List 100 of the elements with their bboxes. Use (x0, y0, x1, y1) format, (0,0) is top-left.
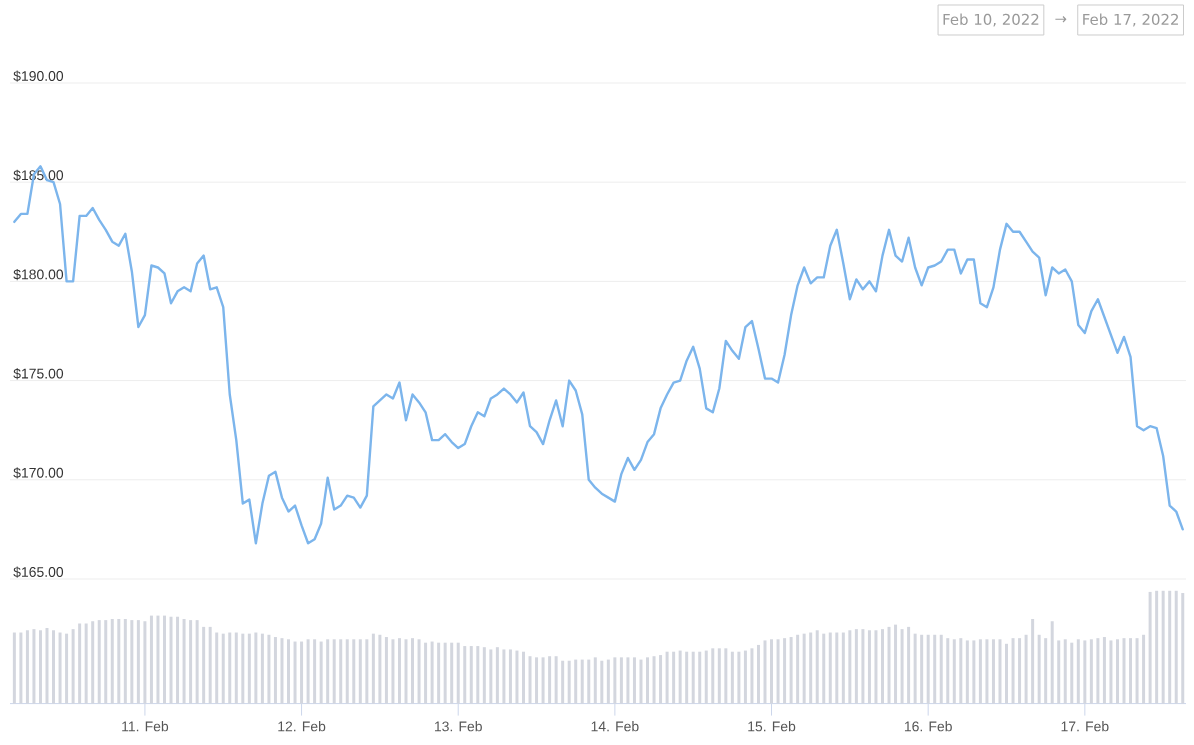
bar (770, 639, 774, 704)
bar (502, 649, 506, 704)
bar (593, 657, 597, 704)
bar (306, 639, 310, 704)
bar (1142, 634, 1146, 704)
y-tick-label: $165.00 (13, 566, 64, 578)
bar (319, 641, 323, 704)
bar (208, 626, 212, 704)
bar (887, 626, 891, 704)
bar (561, 660, 565, 704)
bar (521, 651, 525, 704)
bar (430, 641, 434, 704)
text: → (1055, 16, 1067, 23)
bar (672, 651, 676, 704)
text: Feb 17, 2022 (1083, 13, 1178, 27)
bar (724, 648, 728, 704)
bar (854, 629, 858, 704)
bar (456, 642, 460, 704)
bar (313, 639, 317, 704)
bar (19, 632, 23, 704)
bar (404, 639, 408, 704)
bar (326, 639, 330, 704)
bar (254, 632, 258, 704)
bar (365, 639, 369, 704)
bar (345, 639, 349, 704)
bar (300, 641, 304, 704)
bar (900, 629, 904, 704)
bar (287, 639, 291, 704)
bar (136, 620, 140, 704)
bar (280, 638, 284, 704)
bar (646, 657, 650, 704)
bar (698, 651, 702, 704)
bar (678, 650, 682, 704)
bar (228, 632, 232, 704)
bar (1102, 637, 1106, 704)
bar (195, 620, 199, 704)
bar (606, 659, 610, 704)
bar (143, 621, 147, 704)
bar (424, 642, 428, 704)
bar (489, 649, 493, 704)
bar (378, 634, 382, 704)
bar (1044, 638, 1048, 704)
bar (221, 633, 225, 704)
bar (933, 634, 937, 704)
bar (293, 641, 297, 704)
bar (1076, 639, 1080, 704)
bar (750, 648, 754, 704)
bar (685, 651, 689, 704)
bar (894, 624, 898, 704)
bar (1089, 639, 1093, 704)
bar (437, 642, 441, 704)
bar (972, 640, 976, 704)
bar (508, 649, 512, 704)
bar (730, 651, 734, 704)
bar (267, 634, 271, 704)
y-tick-label: $170.00 (13, 467, 64, 479)
bar (626, 657, 630, 704)
bar (743, 650, 747, 704)
bar (84, 623, 88, 704)
bar (965, 640, 969, 704)
bar (691, 651, 695, 704)
bar (548, 656, 552, 704)
bar (1005, 643, 1009, 704)
bar (25, 630, 29, 704)
bar (176, 616, 180, 704)
bar (874, 630, 878, 704)
bar (169, 616, 173, 704)
bar (998, 639, 1002, 704)
bar (567, 660, 571, 704)
bar (332, 639, 336, 704)
bar (776, 639, 780, 704)
bar (613, 657, 617, 704)
bar (789, 637, 793, 704)
bar (639, 659, 643, 704)
bar (58, 632, 62, 704)
bar (802, 633, 806, 704)
bar (907, 626, 911, 704)
bar (476, 646, 480, 704)
bar (469, 646, 473, 704)
bar (763, 640, 767, 704)
x-tick-label: 13. Feb (434, 721, 482, 732)
bar (38, 630, 42, 704)
bar (959, 638, 963, 704)
bar (397, 638, 401, 704)
bar (358, 639, 362, 704)
bar (1109, 640, 1113, 704)
bar (411, 638, 415, 704)
bar (463, 646, 467, 704)
bar (1031, 618, 1035, 704)
bar (717, 648, 721, 704)
bar (652, 656, 656, 704)
bar (1070, 642, 1074, 704)
bar (482, 647, 486, 704)
bar (1024, 634, 1028, 704)
bar (417, 639, 421, 704)
bar (1135, 638, 1139, 704)
text: Feb 10, 2022 (943, 13, 1039, 27)
bar (913, 633, 917, 704)
bar (737, 651, 741, 704)
bar (104, 620, 108, 704)
